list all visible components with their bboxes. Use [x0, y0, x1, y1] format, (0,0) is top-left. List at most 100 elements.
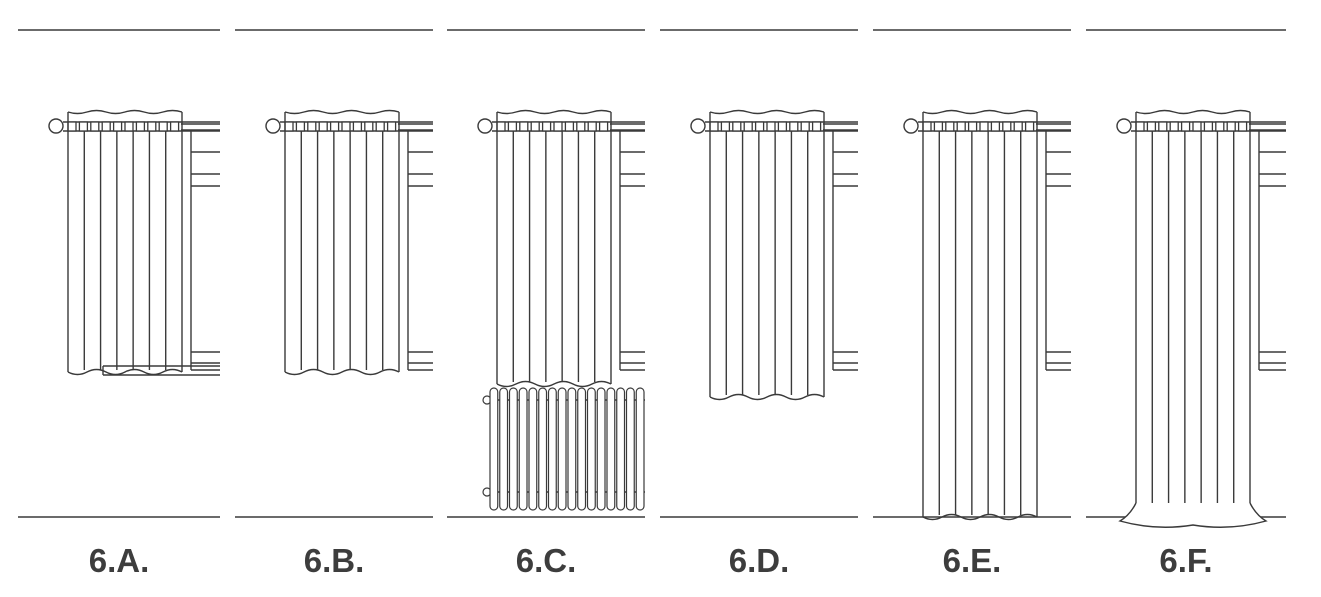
grommet	[922, 121, 932, 132]
panel-6b: 6.B.	[235, 29, 433, 579]
window-frame	[1036, 123, 1071, 371]
grommet	[1158, 121, 1168, 132]
curtain-puddle-hem	[1118, 502, 1268, 528]
panel-6e: 6.E.	[873, 29, 1071, 579]
radiator-fin	[499, 387, 509, 511]
panel-6d: 6.D.	[660, 29, 858, 579]
curtain	[922, 109, 1038, 521]
window-frame	[102, 123, 220, 376]
curtain-hem	[67, 368, 183, 376]
grommet	[496, 121, 506, 132]
grommet	[789, 121, 799, 132]
grommet	[967, 121, 978, 132]
grommet	[147, 121, 157, 132]
grommet	[386, 121, 397, 132]
radiator-fin	[635, 387, 645, 511]
panel-6c: 6.C.	[447, 29, 645, 579]
grommet	[507, 121, 518, 132]
grommet	[777, 121, 788, 132]
grommet	[553, 121, 563, 132]
radiator-fin	[606, 387, 616, 511]
curtain-hem	[284, 368, 400, 376]
radiator	[482, 387, 645, 511]
radiator-fin	[577, 387, 587, 511]
panel-label: 6.C.	[516, 542, 577, 579]
grommet	[352, 121, 363, 132]
grommet	[1192, 121, 1202, 132]
grommet	[101, 121, 111, 132]
grommet	[67, 121, 77, 132]
rod-finial	[48, 118, 64, 134]
grommet	[564, 121, 575, 132]
grommet	[990, 121, 1001, 132]
grommet	[284, 121, 294, 132]
panel-label: 6.E.	[943, 542, 1002, 579]
grommet	[1146, 121, 1157, 132]
grommet	[329, 121, 340, 132]
grommet	[541, 121, 552, 132]
grommet	[956, 121, 966, 132]
grommet	[945, 121, 955, 132]
rod-finial	[903, 118, 919, 134]
grommet	[1024, 121, 1035, 132]
curtain-hem	[922, 513, 1038, 521]
grommet	[732, 121, 742, 132]
rod-finial	[265, 118, 281, 134]
grommet	[135, 121, 146, 132]
radiator-fin	[489, 387, 499, 511]
radiator-fin	[547, 387, 557, 511]
panel-label: 6.B.	[304, 542, 365, 579]
grommet	[766, 121, 776, 132]
grommet	[811, 121, 822, 132]
grommet	[364, 121, 374, 132]
curtain-rod	[265, 118, 433, 134]
grommet	[1135, 121, 1145, 132]
curtain	[496, 109, 612, 388]
grommet	[124, 121, 134, 132]
grommet	[169, 121, 180, 132]
radiator-fin	[518, 387, 528, 511]
window-frame	[1249, 123, 1286, 371]
radiator-fin	[557, 387, 567, 511]
curtain	[1118, 109, 1268, 528]
grommet	[800, 121, 810, 132]
grommet	[720, 121, 731, 132]
rod-finial	[690, 118, 706, 134]
panel-label: 6.D.	[729, 542, 790, 579]
radiator-fin	[586, 387, 596, 511]
panel-6f: 6.F.	[1086, 29, 1286, 579]
rod-finial	[477, 118, 493, 134]
grommet	[1002, 121, 1012, 132]
grommet	[375, 121, 385, 132]
curtain-header	[67, 109, 183, 115]
curtain-header	[496, 109, 612, 115]
grommet	[979, 121, 989, 132]
radiator-fin	[508, 387, 518, 511]
curtain-header	[1135, 109, 1251, 115]
grommet	[78, 121, 89, 132]
window-frame	[398, 123, 433, 371]
radiator-fin	[538, 387, 548, 511]
grommet	[1226, 121, 1236, 132]
grommet	[158, 121, 168, 132]
grommet	[307, 121, 317, 132]
grommet	[1180, 121, 1191, 132]
grommet	[318, 121, 328, 132]
grommet	[754, 121, 765, 132]
curtain-header	[284, 109, 400, 115]
curtain	[284, 109, 400, 376]
radiator-fin	[625, 387, 635, 511]
grommet	[598, 121, 609, 132]
curtain	[67, 109, 183, 376]
grommet	[530, 121, 540, 132]
grommet	[90, 121, 100, 132]
rod-finial	[1116, 118, 1132, 134]
grommet	[587, 121, 597, 132]
radiator-fin	[528, 387, 538, 511]
window-frame	[610, 123, 645, 371]
grommet	[1013, 121, 1023, 132]
panel-6a: 6.A.	[18, 29, 220, 579]
radiator-fin	[567, 387, 577, 511]
grommet	[933, 121, 944, 132]
grommet	[519, 121, 529, 132]
